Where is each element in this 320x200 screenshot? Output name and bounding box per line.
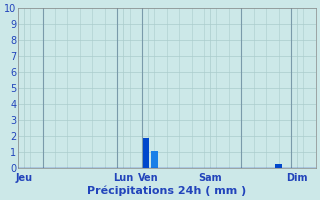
X-axis label: Précipitations 24h ( mm ): Précipitations 24h ( mm ) (87, 185, 246, 196)
Bar (276, 164, 282, 168)
Bar (151, 151, 157, 168)
Bar (143, 138, 149, 168)
